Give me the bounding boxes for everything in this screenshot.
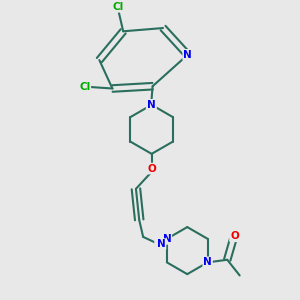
Text: O: O (147, 164, 156, 174)
Text: Cl: Cl (113, 2, 124, 12)
Text: Cl: Cl (79, 82, 90, 92)
Text: N: N (163, 234, 171, 244)
Text: N: N (183, 50, 192, 60)
Text: O: O (230, 231, 239, 241)
Text: N: N (155, 239, 164, 249)
Text: N: N (147, 100, 156, 110)
Text: N: N (147, 102, 155, 112)
Text: N: N (203, 257, 212, 267)
Text: N: N (157, 239, 166, 249)
